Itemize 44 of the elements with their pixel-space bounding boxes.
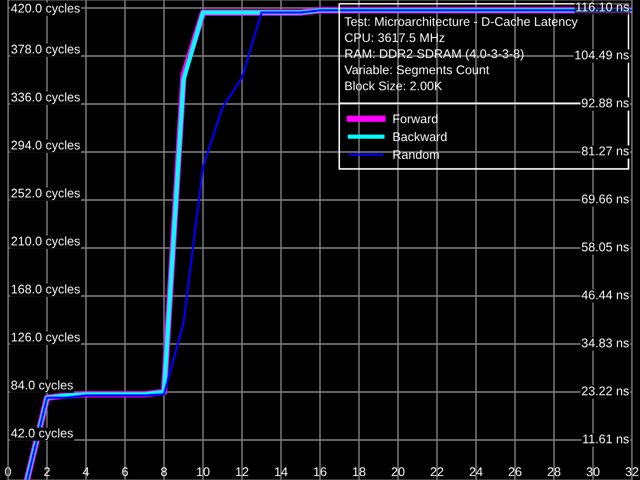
y-tick-label: 336.0 cycles — [11, 92, 80, 104]
y2-tick-label: 34.83 ns — [582, 338, 629, 348]
x-tick-label: 32 — [626, 467, 638, 476]
x-tick-label: 28 — [548, 467, 560, 476]
legend-label: Backward — [393, 132, 446, 142]
x-tick-label: 18 — [353, 467, 366, 476]
x-tick-label: 16 — [314, 467, 326, 476]
x-tick-label: 20 — [392, 467, 404, 476]
annotation: RAM: DDR2 SDRAM (4.0-3-3-8) — [345, 48, 524, 61]
legend-label: Forward — [393, 114, 438, 124]
x-tick-label: 4 — [82, 467, 90, 476]
annotation: Block Size: 2.00K — [345, 81, 442, 90]
y-tick-label: 294.0 cycles — [11, 140, 80, 152]
y2-tick-label: 81.27 ns — [582, 146, 629, 156]
y-tick-label: 168.0 cycles — [12, 284, 80, 296]
y2-tick-label: 116.10 ns — [576, 2, 629, 12]
y2-tick-label: 92.88 ns — [582, 98, 629, 108]
y-tick-label: 84.0 cycles — [11, 380, 73, 392]
y2-tick-label: 46.44 ns — [582, 290, 629, 300]
x-tick-label: 12 — [236, 467, 248, 476]
y-tick-label: 42.0 cycles — [11, 428, 73, 440]
text: Test: Microarchitecture - D-Cache Latency — [344, 16, 578, 28]
y-tick-label: 252.0 cycles — [11, 188, 80, 200]
y2-tick-label: 23.22 ns — [582, 386, 629, 396]
x-tick-label: 22 — [430, 467, 444, 476]
x-tick-label: 30 — [586, 467, 600, 476]
y2-tick-label: 104.49 ns — [575, 50, 629, 60]
x-tick-label: 2 — [44, 467, 50, 476]
x-tick-label: 24 — [470, 467, 483, 476]
y-tick-label: 420.0 cycles — [11, 3, 80, 16]
legend-label: Random — [393, 150, 439, 160]
annotation: Variable: Segments Count — [344, 65, 490, 77]
y2-tick-label: 69.66 ns — [582, 194, 629, 204]
y-tick-label: 378.0 cycles — [11, 44, 80, 56]
x-tick-label: 6 — [122, 467, 128, 476]
y-tick-label: 210.0 cycles — [11, 236, 80, 248]
y2-tick-label: 58.05 ns — [582, 242, 629, 252]
x-tick-label: 14 — [275, 467, 288, 476]
y-tick-label: 126.0 cycles — [12, 332, 80, 344]
x-tick-label: 8 — [161, 467, 167, 476]
x-tick-label: 10 — [197, 467, 210, 476]
x-tick-label: 26 — [508, 467, 522, 476]
y2-tick-label: 11.61 ns — [583, 434, 629, 444]
annotation: CPU: 3617.5 MHz — [344, 33, 444, 42]
